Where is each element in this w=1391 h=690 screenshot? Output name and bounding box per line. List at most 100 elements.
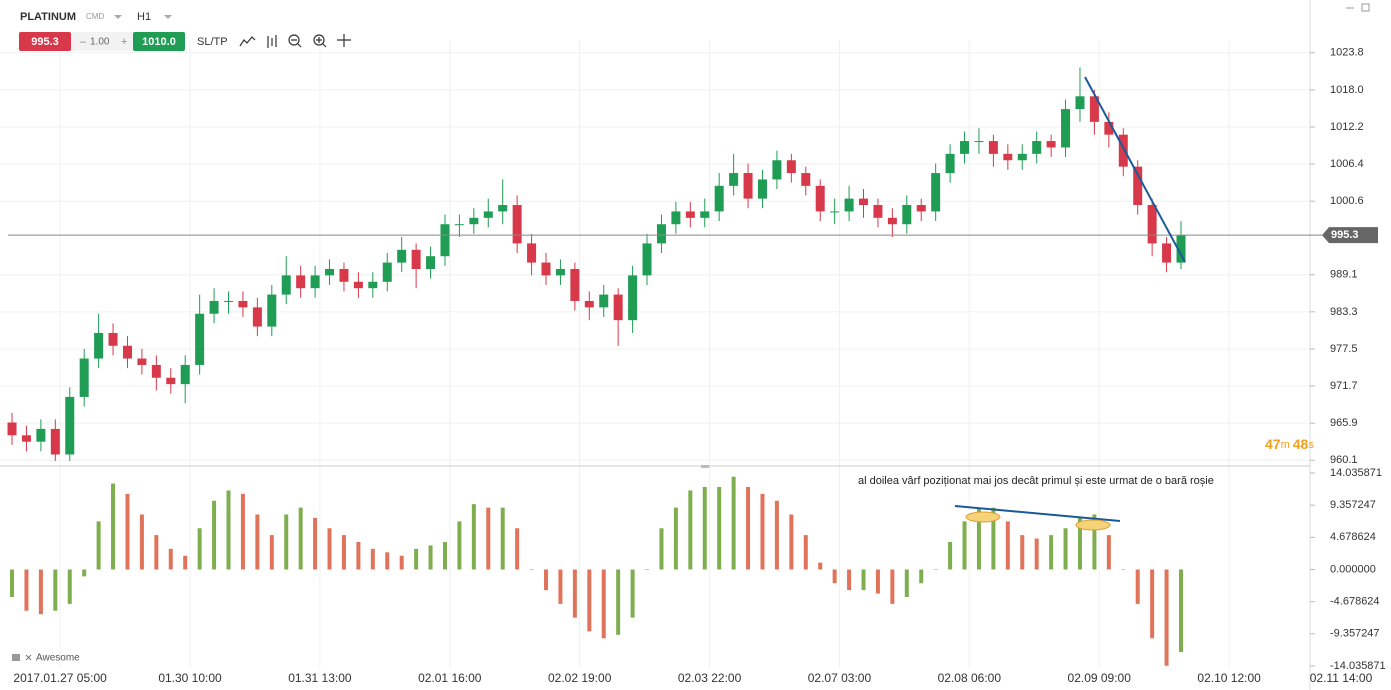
- panel-handle[interactable]: [701, 465, 709, 468]
- y-tick-label: 4.678624: [1330, 531, 1376, 543]
- candle-body: [65, 396, 75, 455]
- y-tick-label: 0.000000: [1330, 563, 1376, 575]
- maximize-icon[interactable]: [1361, 3, 1370, 12]
- volume[interactable]: 1.00: [90, 37, 110, 48]
- y-tick-label: -4.678624: [1330, 596, 1380, 608]
- candle-body: [656, 224, 666, 244]
- buy-button[interactable]: [133, 32, 185, 51]
- oscillator-bar: [572, 569, 577, 618]
- candle-body: [772, 160, 782, 180]
- x-tick-label: 01.30 10:00: [158, 671, 222, 685]
- oscillator-bar: [1164, 569, 1169, 666]
- volume-plus[interactable]: +: [121, 36, 127, 48]
- oscillator-bar: [341, 535, 346, 570]
- oscillator-bar: [183, 555, 188, 570]
- symbol-kind: CMD: [86, 12, 104, 21]
- oscillator-bar: [10, 569, 15, 598]
- buy-price[interactable]: 1010.0: [142, 36, 176, 48]
- oscillator-bar: [991, 507, 996, 570]
- candle-body: [815, 185, 825, 212]
- oscillator-bar: [933, 569, 938, 570]
- indicator-label: Awesome: [12, 653, 80, 664]
- candle-body: [541, 262, 551, 276]
- x-tick-label: 02.09 09:00: [1068, 671, 1132, 685]
- candle-body: [397, 249, 407, 263]
- oscillator-bar: [313, 517, 318, 570]
- oscillator-bar: [1179, 569, 1184, 653]
- oscillator-bar: [1135, 569, 1140, 604]
- oscillator-bar: [1049, 535, 1054, 570]
- oscillator-bar: [197, 528, 202, 570]
- indicator-close[interactable]: [25, 654, 32, 661]
- oscillator-bar: [529, 569, 534, 570]
- candle-body: [801, 173, 811, 186]
- volume-minus[interactable]: –: [80, 36, 87, 48]
- oscillator-bar: [587, 569, 592, 632]
- y-tick-label: -9.357247: [1330, 628, 1380, 640]
- y-tick-label: 977.5: [1330, 343, 1358, 355]
- volume-box[interactable]: [71, 32, 133, 51]
- candle-body: [166, 377, 176, 385]
- candle-body: [252, 307, 262, 327]
- oscillator-bar: [96, 521, 101, 570]
- candle-body: [859, 198, 869, 206]
- candle-body: [209, 300, 219, 314]
- y-tick-label: 965.9: [1330, 417, 1358, 429]
- candle-body: [108, 332, 118, 346]
- x-tick-label: 02.03 22:00: [678, 671, 742, 685]
- oscillator-bar: [168, 548, 173, 570]
- x-tick-label: 02.01 16:00: [418, 671, 482, 685]
- oscillator-bar: [38, 569, 43, 615]
- candle-body: [296, 275, 306, 289]
- symbol[interactable]: PLATINUM: [20, 11, 76, 23]
- dropdown-caret[interactable]: [114, 15, 122, 19]
- oscillator-bar: [789, 514, 794, 570]
- candle-body: [960, 141, 970, 154]
- timeframe[interactable]: H1: [137, 11, 151, 23]
- oscillator-bar: [890, 569, 895, 604]
- candle-body: [151, 364, 161, 378]
- oscillator-bar: [399, 555, 404, 570]
- timer: 47m 48s: [1265, 436, 1314, 452]
- sell-price[interactable]: 995.3: [31, 36, 59, 48]
- candle-body: [1089, 96, 1099, 122]
- candle-body: [527, 243, 537, 263]
- candle-body: [671, 211, 681, 225]
- dropdown-caret[interactable]: [164, 15, 172, 19]
- oscillator-bar: [457, 521, 462, 570]
- oscillator-bar: [717, 486, 722, 570]
- oscillator-bar: [919, 569, 924, 584]
- candle-body: [570, 268, 580, 301]
- candle-body: [642, 243, 652, 276]
- candle-body: [974, 141, 984, 143]
- oscillator-bar: [139, 514, 144, 570]
- oscillator-bar: [53, 569, 58, 611]
- candle-body: [1162, 243, 1172, 263]
- oscillator-bar: [861, 569, 866, 591]
- x-tick-label: 2017.01.27 05:00: [13, 671, 107, 685]
- candle-body: [469, 217, 479, 225]
- candle-body: [729, 173, 739, 186]
- oscillator-bar: [212, 500, 217, 570]
- oscillator-bar: [688, 490, 693, 570]
- oscillator-bar: [269, 535, 274, 570]
- candle-body: [483, 211, 493, 218]
- oscillator-bar: [255, 514, 260, 570]
- sell-button[interactable]: [19, 32, 71, 51]
- timer-seconds: 48: [1293, 436, 1309, 452]
- candle-body: [1147, 205, 1157, 244]
- oscillator-bar: [442, 541, 447, 570]
- candle-body: [599, 294, 609, 308]
- y-tick-label: 960.1: [1330, 454, 1358, 466]
- toolbar-icons[interactable]: [239, 34, 351, 48]
- oscillator-bar: [760, 493, 765, 570]
- indicator-icon[interactable]: [12, 654, 20, 661]
- oscillator-bar: [976, 507, 981, 570]
- x-tick-label: 01.31 13:00: [288, 671, 352, 685]
- candle-body: [339, 268, 349, 282]
- oscillator-bar: [630, 569, 635, 618]
- oscillator-bar: [471, 504, 476, 570]
- sltp[interactable]: SL/TP: [197, 36, 228, 48]
